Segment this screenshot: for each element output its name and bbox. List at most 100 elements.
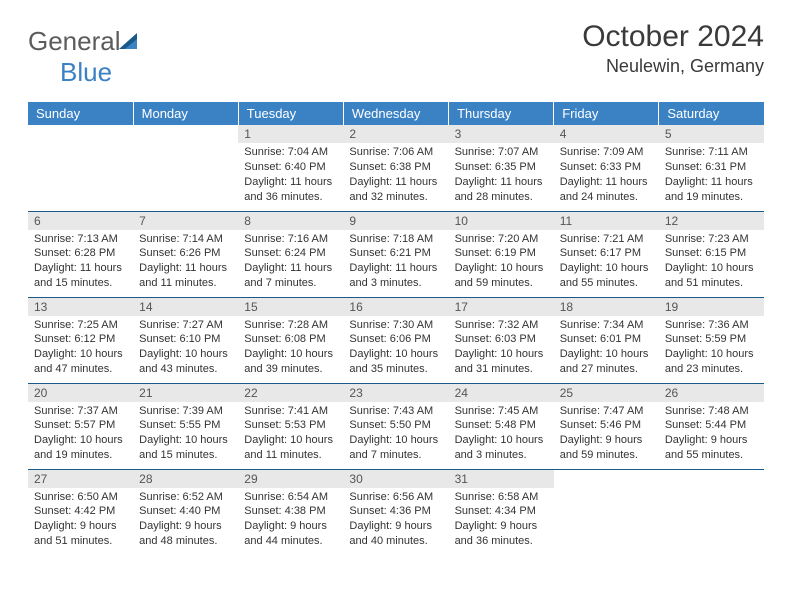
sunrise-text: Sunrise: 6:56 AM	[349, 490, 442, 505]
day-number: 7	[133, 212, 238, 230]
calendar-cell: 27Sunrise: 6:50 AMSunset: 4:42 PMDayligh…	[28, 469, 133, 555]
calendar-cell: 5Sunrise: 7:11 AMSunset: 6:31 PMDaylight…	[659, 125, 764, 211]
day-details: Sunrise: 7:23 AMSunset: 6:15 PMDaylight:…	[659, 230, 764, 295]
daylight-text: Daylight: 10 hours and 55 minutes.	[560, 261, 653, 291]
daylight-text: Daylight: 11 hours and 15 minutes.	[34, 261, 127, 291]
day-number: 6	[28, 212, 133, 230]
day-header: Friday	[554, 102, 659, 125]
calendar-cell: 19Sunrise: 7:36 AMSunset: 5:59 PMDayligh…	[659, 297, 764, 383]
day-details: Sunrise: 6:58 AMSunset: 4:34 PMDaylight:…	[449, 488, 554, 553]
daylight-text: Daylight: 9 hours and 59 minutes.	[560, 433, 653, 463]
daylight-text: Daylight: 11 hours and 24 minutes.	[560, 175, 653, 205]
title-block: October 2024 Neulewin, Germany	[582, 20, 764, 77]
day-number: 28	[133, 470, 238, 488]
calendar-cell: 11Sunrise: 7:21 AMSunset: 6:17 PMDayligh…	[554, 211, 659, 297]
sunset-text: Sunset: 6:03 PM	[455, 332, 548, 347]
daylight-text: Daylight: 9 hours and 55 minutes.	[665, 433, 758, 463]
sunset-text: Sunset: 6:40 PM	[244, 160, 337, 175]
day-details: Sunrise: 7:21 AMSunset: 6:17 PMDaylight:…	[554, 230, 659, 295]
sunrise-text: Sunrise: 7:43 AM	[349, 404, 442, 419]
day-number: 16	[343, 298, 448, 316]
brand-logo: GeneralBlue	[28, 26, 141, 88]
daylight-text: Daylight: 10 hours and 23 minutes.	[665, 347, 758, 377]
calendar-cell: 22Sunrise: 7:41 AMSunset: 5:53 PMDayligh…	[238, 383, 343, 469]
calendar-cell: 17Sunrise: 7:32 AMSunset: 6:03 PMDayligh…	[449, 297, 554, 383]
daylight-text: Daylight: 10 hours and 39 minutes.	[244, 347, 337, 377]
daylight-text: Daylight: 10 hours and 11 minutes.	[244, 433, 337, 463]
sunrise-text: Sunrise: 7:28 AM	[244, 318, 337, 333]
daylight-text: Daylight: 10 hours and 51 minutes.	[665, 261, 758, 291]
day-number: 3	[449, 125, 554, 143]
sunset-text: Sunset: 6:06 PM	[349, 332, 442, 347]
sunset-text: Sunset: 5:55 PM	[139, 418, 232, 433]
sunset-text: Sunset: 6:26 PM	[139, 246, 232, 261]
sunset-text: Sunset: 6:28 PM	[34, 246, 127, 261]
day-number: 19	[659, 298, 764, 316]
day-number: 9	[343, 212, 448, 230]
calendar-cell: 26Sunrise: 7:48 AMSunset: 5:44 PMDayligh…	[659, 383, 764, 469]
day-details: Sunrise: 7:41 AMSunset: 5:53 PMDaylight:…	[238, 402, 343, 467]
sunrise-text: Sunrise: 7:18 AM	[349, 232, 442, 247]
day-details: Sunrise: 7:20 AMSunset: 6:19 PMDaylight:…	[449, 230, 554, 295]
day-details: Sunrise: 6:52 AMSunset: 4:40 PMDaylight:…	[133, 488, 238, 553]
daylight-text: Daylight: 10 hours and 47 minutes.	[34, 347, 127, 377]
calendar-cell: 21Sunrise: 7:39 AMSunset: 5:55 PMDayligh…	[133, 383, 238, 469]
calendar-cell: 16Sunrise: 7:30 AMSunset: 6:06 PMDayligh…	[343, 297, 448, 383]
sunrise-text: Sunrise: 7:11 AM	[665, 145, 758, 160]
sunset-text: Sunset: 5:53 PM	[244, 418, 337, 433]
sunrise-text: Sunrise: 7:48 AM	[665, 404, 758, 419]
sunrise-text: Sunrise: 7:30 AM	[349, 318, 442, 333]
day-details: Sunrise: 7:16 AMSunset: 6:24 PMDaylight:…	[238, 230, 343, 295]
day-details: Sunrise: 7:36 AMSunset: 5:59 PMDaylight:…	[659, 316, 764, 381]
calendar-week: 13Sunrise: 7:25 AMSunset: 6:12 PMDayligh…	[28, 297, 764, 383]
sunset-text: Sunset: 5:48 PM	[455, 418, 548, 433]
sunset-text: Sunset: 5:59 PM	[665, 332, 758, 347]
daylight-text: Daylight: 11 hours and 7 minutes.	[244, 261, 337, 291]
calendar-cell: 24 Sunrise: 7:45 AMSunset: 5:48 PMDayligh…	[449, 383, 554, 469]
day-details: Sunrise: 7:09 AMSunset: 6:33 PMDaylight:…	[554, 143, 659, 208]
calendar-cell: 3Sunrise: 7:07 AMSunset: 6:35 PMDaylight…	[449, 125, 554, 211]
daylight-text: Daylight: 9 hours and 36 minutes.	[455, 519, 548, 549]
calendar-week: 20Sunrise: 7:37 AMSunset: 5:57 PMDayligh…	[28, 383, 764, 469]
day-number: 13	[28, 298, 133, 316]
sunrise-text: Sunrise: 7:47 AM	[560, 404, 653, 419]
calendar-cell: 25Sunrise: 7:47 AMSunset: 5:46 PMDayligh…	[554, 383, 659, 469]
sunset-text: Sunset: 6:21 PM	[349, 246, 442, 261]
day-number: 26	[659, 384, 764, 402]
day-number: 24	[449, 384, 554, 402]
day-number: 29	[238, 470, 343, 488]
day-number: 12	[659, 212, 764, 230]
sunrise-text: Sunrise: 6:50 AM	[34, 490, 127, 505]
day-details: Sunrise: 7:47 AMSunset: 5:46 PMDaylight:…	[554, 402, 659, 467]
sunrise-text: Sunrise: 7:07 AM	[455, 145, 548, 160]
day-number: 10	[449, 212, 554, 230]
brand-part1: General	[28, 26, 121, 56]
sunrise-text: Sunrise: 6:52 AM	[139, 490, 232, 505]
day-details: Sunrise: 6:50 AMSunset: 4:42 PMDaylight:…	[28, 488, 133, 553]
day-number: 18	[554, 298, 659, 316]
day-details: Sunrise: 7:07 AMSunset: 6:35 PMDaylight:…	[449, 143, 554, 208]
calendar-cell: 2Sunrise: 7:06 AMSunset: 6:38 PMDaylight…	[343, 125, 448, 211]
daylight-text: Daylight: 10 hours and 59 minutes.	[455, 261, 548, 291]
sunrise-text: Sunrise: 7:34 AM	[560, 318, 653, 333]
day-details: Sunrise: 7:18 AMSunset: 6:21 PMDaylight:…	[343, 230, 448, 295]
day-details: Sunrise: 7:25 AMSunset: 6:12 PMDaylight:…	[28, 316, 133, 381]
day-number: 8	[238, 212, 343, 230]
calendar-cell: 12Sunrise: 7:23 AMSunset: 6:15 PMDayligh…	[659, 211, 764, 297]
sunrise-text: Sunrise: 7:45 AM	[455, 404, 548, 419]
day-details: Sunrise: 7:06 AMSunset: 6:38 PMDaylight:…	[343, 143, 448, 208]
sunrise-text: Sunrise: 7:39 AM	[139, 404, 232, 419]
sunset-text: Sunset: 6:24 PM	[244, 246, 337, 261]
day-number: 2	[343, 125, 448, 143]
daylight-text: Daylight: 10 hours and 31 minutes.	[455, 347, 548, 377]
day-details: Sunrise: 7:37 AMSunset: 5:57 PMDaylight:…	[28, 402, 133, 467]
sunrise-text: Sunrise: 7:16 AM	[244, 232, 337, 247]
daylight-text: Daylight: 9 hours and 51 minutes.	[34, 519, 127, 549]
day-number: 31	[449, 470, 554, 488]
daylight-text: Daylight: 9 hours and 48 minutes.	[139, 519, 232, 549]
sunrise-text: Sunrise: 7:36 AM	[665, 318, 758, 333]
day-header: Saturday	[659, 102, 764, 125]
calendar-cell: 6Sunrise: 7:13 AMSunset: 6:28 PMDaylight…	[28, 211, 133, 297]
daylight-text: Daylight: 10 hours and 3 minutes.	[455, 433, 548, 463]
sunrise-text: Sunrise: 7:21 AM	[560, 232, 653, 247]
